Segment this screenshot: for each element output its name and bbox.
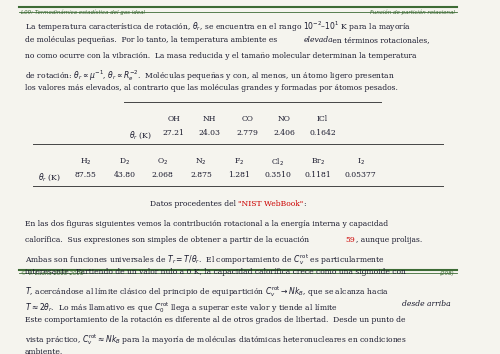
Text: Cl$_2$: Cl$_2$ — [272, 157, 284, 168]
Text: N$_2$: N$_2$ — [196, 157, 207, 167]
Text: CO: CO — [242, 115, 254, 123]
Text: L09: Termodinámica estadística del gas ideal: L09: Termodinámica estadística del gas i… — [22, 9, 146, 15]
Text: Br$_2$: Br$_2$ — [311, 157, 325, 167]
Text: :: : — [304, 200, 306, 209]
Text: "NIST WebBook": "NIST WebBook" — [238, 200, 303, 209]
Text: 2.068: 2.068 — [152, 171, 174, 179]
Text: ICl: ICl — [317, 115, 328, 123]
Text: 0.05377: 0.05377 — [345, 171, 376, 179]
Text: OH: OH — [168, 115, 180, 123]
Point — [378, 100, 384, 104]
Text: 2.875: 2.875 — [190, 171, 212, 179]
Text: $\theta_r$ (K): $\theta_r$ (K) — [38, 171, 60, 183]
Text: 0.3510: 0.3510 — [264, 171, 291, 179]
Text: NH: NH — [202, 115, 216, 123]
Text: $T \approx 2\theta_r$.  Lo más llamativo es que $C_0^{\rm rot}$ llega a superar : $T \approx 2\theta_r$. Lo más llamativo … — [24, 300, 338, 315]
Text: F$_2$: F$_2$ — [234, 157, 244, 167]
Text: de moléculas pequeñas.  Por lo tanto, la temperatura ambiente es: de moléculas pequeñas. Por lo tanto, la … — [24, 36, 280, 44]
Text: (298): (298) — [440, 271, 454, 276]
Text: los valores más elevados, al contrario que las moléculas grandes y formadas por : los valores más elevados, al contrario q… — [24, 84, 398, 92]
Text: 0.1181: 0.1181 — [304, 171, 331, 179]
Point — [120, 100, 126, 104]
Text: 87.55: 87.55 — [74, 171, 96, 179]
Text: 1.281: 1.281 — [228, 171, 250, 179]
Text: 59: 59 — [346, 236, 355, 244]
Text: D$_2$: D$_2$ — [119, 157, 130, 167]
Text: Función de partición rotacional: Función de partición rotacional — [370, 9, 454, 15]
Text: .: . — [448, 300, 450, 308]
Text: en términos rotacionales,: en términos rotacionales, — [330, 36, 430, 44]
Text: La temperatura característica de rotación, $\theta_r$, se encuentra en el rango : La temperatura característica de rotació… — [24, 20, 411, 34]
Text: calorífica.  Sus expresiones son simples de obtener a partir de la ecuación: calorífica. Sus expresiones son simples … — [24, 236, 311, 244]
Text: elevada: elevada — [304, 36, 333, 44]
Text: O$_2$: O$_2$ — [157, 157, 168, 167]
Text: Este comportamiento de la rotación es diferente al de otros grados de libertad. : Este comportamiento de la rotación es di… — [24, 316, 405, 324]
Text: Datos procedentes del: Datos procedentes del — [150, 200, 238, 209]
Text: 43.80: 43.80 — [114, 171, 136, 179]
Text: NO: NO — [278, 115, 290, 123]
Text: , aunque prolijas.: , aunque prolijas. — [356, 236, 422, 244]
Text: 2.779: 2.779 — [236, 129, 258, 137]
Text: I$_2$: I$_2$ — [356, 157, 364, 167]
Text: desde arriba: desde arriba — [402, 300, 450, 308]
Text: Ambas son funciones universales de $T_r = T/\theta_r$.  El comportamiento de $C_: Ambas son funciones universales de $T_r … — [24, 252, 384, 267]
Text: 24.03: 24.03 — [198, 129, 220, 137]
Text: H$_2$: H$_2$ — [80, 157, 92, 167]
Text: 27.21: 27.21 — [162, 129, 184, 137]
Text: vista práctico, $C_v^{\rm rot} \approx Nk_B$ para la mayoría de moléculas diatóm: vista práctico, $C_v^{\rm rot} \approx N… — [24, 332, 406, 347]
Text: $T$, acercándose al límite clásico del principio de equipartición $C_v^{\rm rot}: $T$, acercándose al límite clásico del p… — [24, 284, 389, 299]
Text: no como ocurre con la vibración.  La masa reducida y el tamaño molecular determi: no como ocurre con la vibración. La masa… — [24, 52, 416, 60]
Text: de rotación: $\theta_r \propto \mu^{-1}$, $\theta_r \propto R_e^{-2}$.  Molécula: de rotación: $\theta_r \propto \mu^{-1}$… — [24, 68, 394, 83]
Text: © V. Luaña 2003-2006: © V. Luaña 2003-2006 — [22, 271, 84, 276]
Text: En las dos figuras siguientes vemos la contribución rotacional a la energía inte: En las dos figuras siguientes vemos la c… — [24, 219, 388, 228]
Text: 2.406: 2.406 — [273, 129, 295, 137]
Text: ambiente.: ambiente. — [24, 348, 63, 354]
Text: interesante.  Partiendo de un valor nulo a 0 K, la capacidad calorífica crece co: interesante. Partiendo de un valor nulo … — [24, 268, 406, 276]
Text: 0.1642: 0.1642 — [310, 129, 336, 137]
Text: $\theta_r$ (K): $\theta_r$ (K) — [130, 129, 152, 141]
